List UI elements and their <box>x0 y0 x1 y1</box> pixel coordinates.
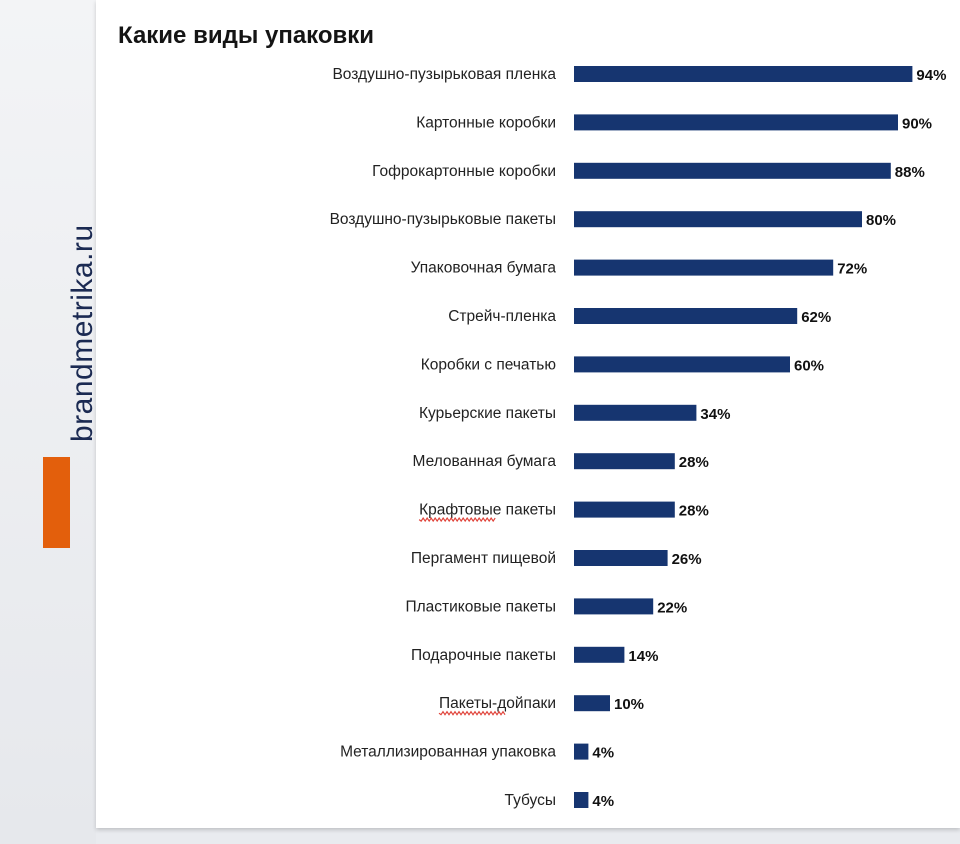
value-label: 80% <box>866 212 896 229</box>
category-label: Крафтовые пакеты <box>419 502 556 519</box>
category-label: Тубусы <box>504 792 556 809</box>
value-label: 10% <box>614 696 644 713</box>
category-label: Курьерские пакеты <box>419 405 556 422</box>
spellcheck-underline <box>418 517 496 523</box>
value-label: 34% <box>700 406 730 423</box>
category-label: Воздушно-пузырьковая пленка <box>332 66 556 83</box>
bar <box>574 404 697 421</box>
value-label: 88% <box>895 164 925 181</box>
bar <box>574 792 589 808</box>
category-label: Металлизированная упаковка <box>340 744 556 761</box>
left-brand-panel: brandmetrika.ru <box>0 0 99 844</box>
value-label: 72% <box>837 261 867 278</box>
category-label: Подарочные пакеты <box>411 647 556 664</box>
value-label: 28% <box>679 454 709 471</box>
bar <box>574 646 625 663</box>
value-label: 14% <box>628 648 658 665</box>
value-label: 26% <box>672 551 702 568</box>
chart-card: Какие виды упаковки Воздушно-пузырьковая… <box>96 0 960 828</box>
category-label: Картонные коробки <box>416 114 556 131</box>
brand-accent-bar <box>43 457 70 548</box>
bar <box>574 501 675 518</box>
value-label: 90% <box>902 115 932 132</box>
bar <box>574 743 589 760</box>
category-label: Пергамент пищевой <box>411 550 556 567</box>
value-label: 94% <box>916 67 946 84</box>
bar <box>574 211 862 228</box>
bar <box>574 695 610 712</box>
category-label: Пакеты-дойпаки <box>439 695 556 712</box>
brand-text: brandmetrika.ru <box>66 224 99 442</box>
category-label: Пластиковые пакеты <box>405 598 556 615</box>
bar <box>574 550 668 566</box>
category-label: Гофрокартонные коробки <box>372 163 556 180</box>
bar <box>574 66 913 82</box>
bar <box>574 356 790 373</box>
brand-watermark: brandmetrika.ru <box>6 210 99 450</box>
spellcheck-underline <box>438 710 506 716</box>
value-label: 28% <box>679 503 709 520</box>
bar <box>574 453 675 470</box>
category-label: Коробки с печатью <box>421 356 556 373</box>
bar <box>574 162 891 179</box>
value-label: 4% <box>592 745 614 762</box>
value-label: 4% <box>592 793 614 810</box>
category-label: Воздушно-пузырьковые пакеты <box>330 211 556 228</box>
bar <box>574 259 834 276</box>
chart-title: Какие виды упаковки <box>118 22 375 49</box>
bar <box>574 114 898 131</box>
bar-chart: Воздушно-пузырьковая пленка 94% Картонные … <box>330 66 946 810</box>
value-label: 60% <box>794 357 824 374</box>
value-label: 62% <box>801 309 831 326</box>
bar <box>574 598 654 615</box>
bar <box>574 308 798 324</box>
category-label: Мелованная бумага <box>413 453 557 470</box>
value-label: 22% <box>657 599 687 616</box>
category-label: Стрейч-пленка <box>448 308 556 325</box>
category-label: Упаковочная бумага <box>411 260 557 277</box>
